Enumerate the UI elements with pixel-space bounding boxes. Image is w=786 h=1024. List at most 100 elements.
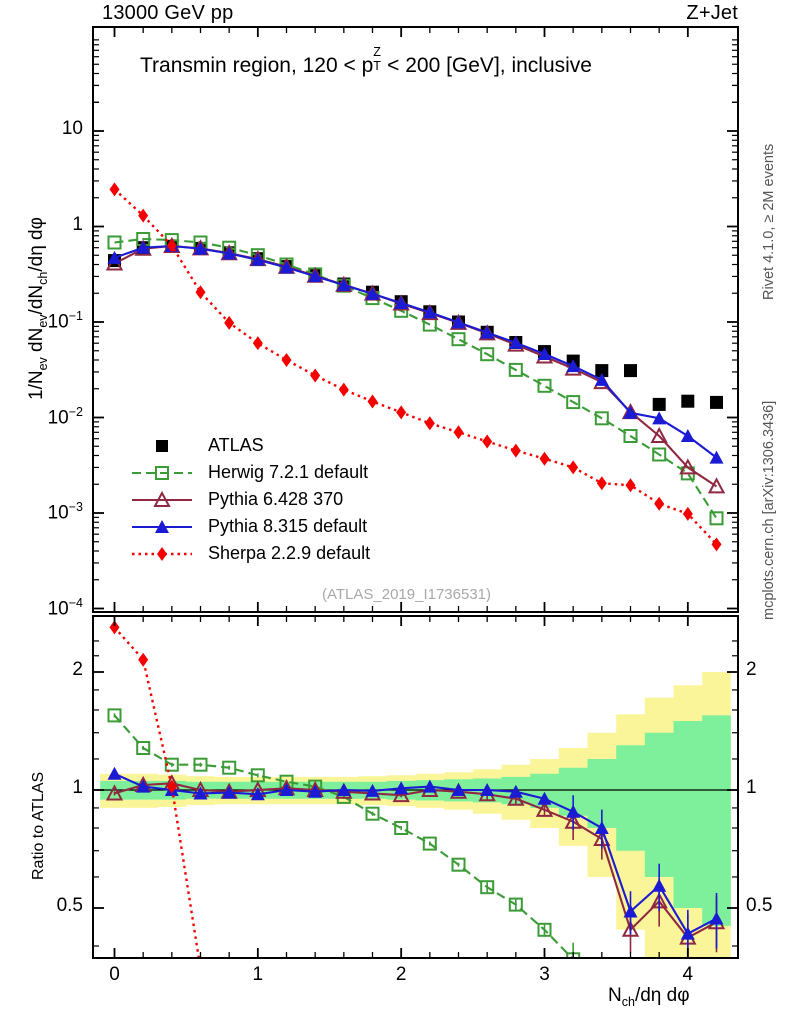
series-line bbox=[114, 237, 718, 519]
data-marker bbox=[568, 460, 579, 475]
data-marker bbox=[422, 779, 437, 793]
data-marker bbox=[682, 506, 693, 521]
legend-label: Sherpa 2.2.9 default bbox=[208, 543, 371, 563]
data-marker bbox=[680, 429, 695, 443]
data-marker bbox=[594, 372, 609, 386]
data-marker bbox=[652, 447, 667, 462]
ratio-uncertainty-bands bbox=[100, 672, 731, 958]
data-marker bbox=[394, 821, 409, 835]
data-marker bbox=[652, 878, 667, 892]
data-marker bbox=[193, 757, 208, 772]
data-marker bbox=[281, 353, 292, 368]
data-marker bbox=[566, 804, 581, 818]
data-marker bbox=[710, 395, 723, 409]
legend-item-pythia[interactable]: Pythia 8.315 default bbox=[130, 513, 370, 540]
ratio-panel-frame bbox=[92, 615, 739, 959]
data-marker bbox=[623, 405, 638, 419]
data-marker bbox=[308, 784, 323, 798]
data-marker bbox=[537, 347, 552, 361]
ratio-ytick-left-2: 0.5 bbox=[56, 895, 83, 916]
main-ytick-3: 10−2 bbox=[47, 404, 83, 428]
data-marker bbox=[650, 426, 668, 444]
data-marker bbox=[365, 806, 380, 821]
data-marker bbox=[508, 897, 523, 912]
main-ytick-0: 10 bbox=[61, 118, 83, 139]
xtick-4: 4 bbox=[682, 964, 694, 985]
data-marker bbox=[623, 904, 638, 918]
data-marker bbox=[480, 347, 495, 362]
data-marker bbox=[680, 926, 695, 940]
data-marker bbox=[222, 246, 237, 260]
band-inner bbox=[100, 715, 731, 926]
data-marker bbox=[566, 359, 581, 373]
data-marker bbox=[453, 425, 464, 440]
legend-swatch-2 bbox=[132, 490, 192, 507]
header-left: 13000 GeV pp bbox=[102, 2, 234, 24]
data-marker bbox=[594, 820, 609, 834]
data-marker bbox=[625, 478, 636, 493]
legend-item-pythia[interactable]: Pythia 6.428 370 bbox=[130, 486, 370, 513]
axis-ticks bbox=[93, 27, 738, 958]
data-marker bbox=[709, 511, 724, 526]
data-marker bbox=[222, 760, 237, 775]
legend-item-herwig[interactable]: Herwig 7.2.1 default bbox=[130, 459, 370, 486]
data-marker bbox=[310, 368, 321, 383]
series-sherpa-2-2-9-default bbox=[109, 182, 722, 552]
data-marker bbox=[508, 362, 523, 377]
data-marker bbox=[136, 240, 151, 254]
data-marker bbox=[155, 519, 169, 533]
data-marker bbox=[482, 434, 493, 449]
ratio-ytick-right-1: 1 bbox=[746, 777, 757, 798]
data-marker bbox=[336, 278, 351, 292]
ratio-series-group bbox=[105, 620, 726, 976]
data-marker bbox=[392, 786, 410, 803]
data-marker bbox=[624, 364, 637, 378]
series-line bbox=[113, 626, 201, 958]
data-marker bbox=[539, 451, 550, 466]
main-series-group bbox=[105, 182, 726, 552]
data-marker bbox=[480, 880, 495, 895]
data-marker bbox=[222, 785, 237, 799]
data-marker bbox=[623, 429, 638, 443]
data-marker bbox=[250, 787, 265, 801]
data-marker bbox=[422, 305, 437, 319]
data-marker bbox=[394, 296, 409, 310]
data-marker bbox=[107, 766, 122, 780]
data-marker bbox=[679, 458, 697, 475]
legend-label: Pythia 8.315 default bbox=[208, 516, 368, 536]
data-marker bbox=[279, 783, 294, 796]
data-marker bbox=[156, 439, 168, 452]
main-ytick-5: 10−4 bbox=[47, 595, 83, 619]
data-marker bbox=[537, 378, 552, 393]
data-marker bbox=[451, 783, 466, 796]
data-marker bbox=[193, 786, 208, 800]
xtick-2: 2 bbox=[395, 964, 407, 985]
data-marker bbox=[711, 537, 722, 552]
legend-swatch-4 bbox=[132, 546, 192, 561]
main-ytick-2: 10−1 bbox=[47, 309, 83, 333]
legend: ATLAS Herwig 7.2.1 default Pythia 6.428 37… bbox=[130, 432, 370, 567]
series-pythia-8-315-default bbox=[107, 238, 724, 464]
data-marker bbox=[107, 250, 122, 264]
data-marker bbox=[707, 477, 726, 494]
series-line bbox=[113, 714, 574, 958]
axis-frames bbox=[92, 26, 739, 959]
data-marker bbox=[394, 781, 409, 795]
legend-swatch-0 bbox=[156, 439, 168, 452]
data-marker bbox=[196, 962, 206, 976]
data-marker bbox=[654, 496, 665, 511]
data-marker bbox=[451, 332, 466, 347]
data-marker bbox=[451, 315, 466, 329]
data-marker bbox=[138, 652, 149, 667]
data-marker bbox=[535, 800, 554, 817]
data-marker bbox=[681, 394, 695, 408]
legend-label: ATLAS bbox=[208, 435, 264, 455]
legend-item-sherpa[interactable]: Sherpa 2.2.9 default bbox=[130, 540, 370, 567]
data-marker bbox=[508, 335, 523, 349]
data-marker bbox=[138, 208, 149, 223]
data-marker bbox=[109, 620, 120, 635]
series-sherpa-2-2-9-default bbox=[109, 620, 206, 976]
data-marker bbox=[166, 779, 177, 794]
data-marker bbox=[193, 241, 208, 255]
legend-item-atlas[interactable]: ATLAS bbox=[130, 432, 370, 459]
